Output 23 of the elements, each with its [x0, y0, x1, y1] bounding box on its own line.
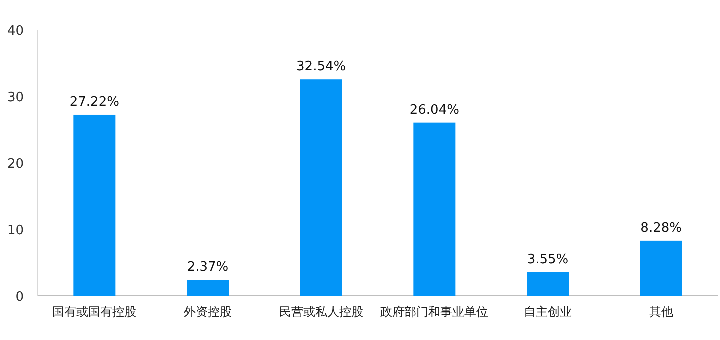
bar: [74, 114, 116, 296]
bar: [300, 80, 342, 296]
data-label: 32.54%: [296, 60, 346, 75]
x-tick-label: 其他: [649, 305, 674, 319]
x-tick-label: 政府部门和事业单位: [380, 305, 489, 319]
y-tick-label: 10: [7, 224, 24, 238]
y-tick-label: 30: [7, 90, 24, 106]
data-label: 26.04%: [410, 102, 460, 118]
x-tick-label: 自主创业: [524, 305, 572, 319]
x-tick-label: 民营或私人控股: [279, 305, 364, 319]
bar: [640, 240, 682, 296]
bar: [414, 122, 456, 296]
x-tick-label: 国有或国有控股: [52, 305, 137, 319]
y-tick-label: 20: [7, 157, 24, 172]
y-tick-label: 0: [16, 290, 24, 305]
data-label: 27.22%: [70, 94, 120, 110]
data-label: 8.28%: [640, 220, 682, 236]
bar: [527, 272, 569, 296]
data-label: 3.55%: [527, 252, 569, 268]
x-tick-label: 外资控股: [184, 305, 232, 319]
bar: [187, 280, 229, 296]
data-label: 2.37%: [187, 260, 229, 276]
y-tick-label: 40: [7, 24, 24, 39]
